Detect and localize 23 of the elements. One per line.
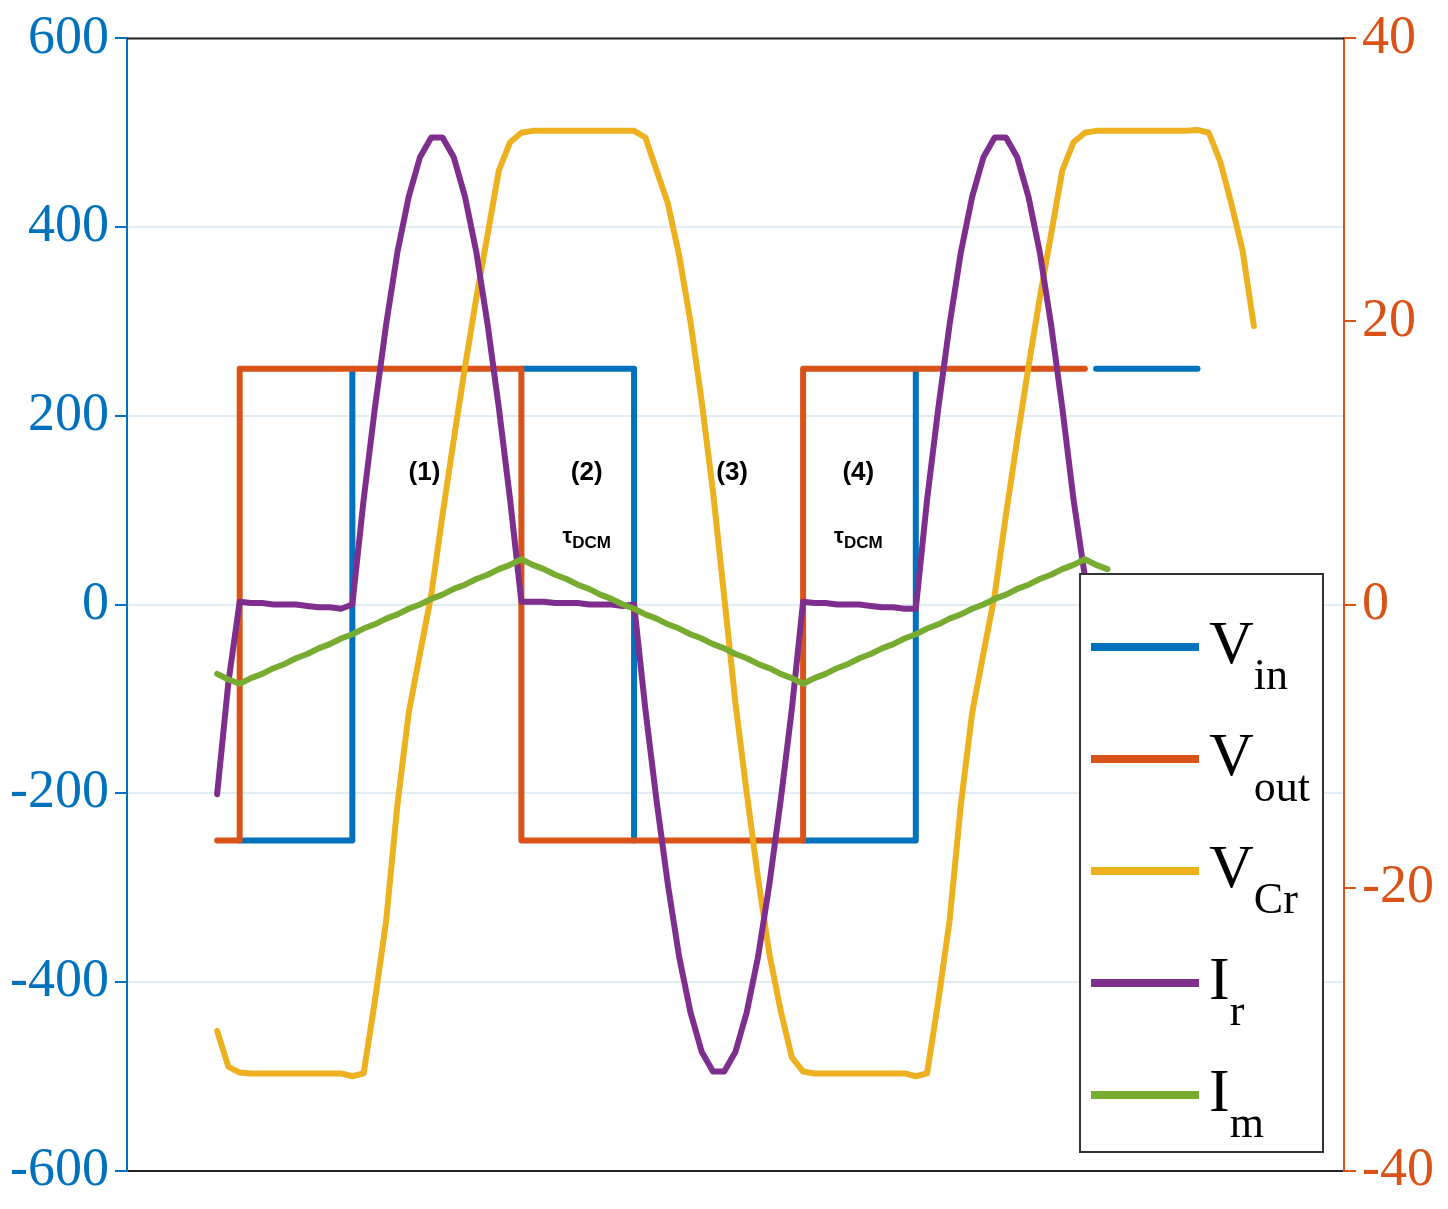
y2-tick-label: -20 [1362, 853, 1434, 914]
legend-label: V$_{out}$ [1209, 719, 1311, 811]
legend-label: I$_{m}$ [1209, 1055, 1264, 1147]
y-tick-label: 0 [81, 570, 109, 631]
annotation: (3) [716, 455, 748, 487]
annotation: (1) [408, 455, 441, 487]
y-tick-label: -200 [10, 759, 109, 820]
y-tick-label: 600 [27, 4, 109, 65]
annotation: τ$_{DCM}$ [562, 523, 612, 554]
annotation: (4) [842, 455, 875, 487]
legend-label: V$_{in}$ [1209, 607, 1289, 699]
y-tick-label: -600 [10, 1136, 109, 1197]
y-tick-label: -400 [10, 948, 109, 1009]
y2-tick-label: 0 [1362, 570, 1390, 631]
y-tick-label: 200 [27, 381, 109, 442]
legend-label: V$_{Cr}$ [1209, 831, 1298, 923]
annotation: (2) [570, 455, 603, 487]
legend-label: I$_{r}$ [1209, 943, 1245, 1035]
y2-tick-label: -40 [1362, 1136, 1434, 1197]
y2-tick-label: 40 [1362, 4, 1417, 65]
y-tick-label: 400 [27, 193, 109, 254]
annotation: τ$_{DCM}$ [834, 523, 883, 554]
y2-tick-label: 20 [1362, 287, 1417, 348]
